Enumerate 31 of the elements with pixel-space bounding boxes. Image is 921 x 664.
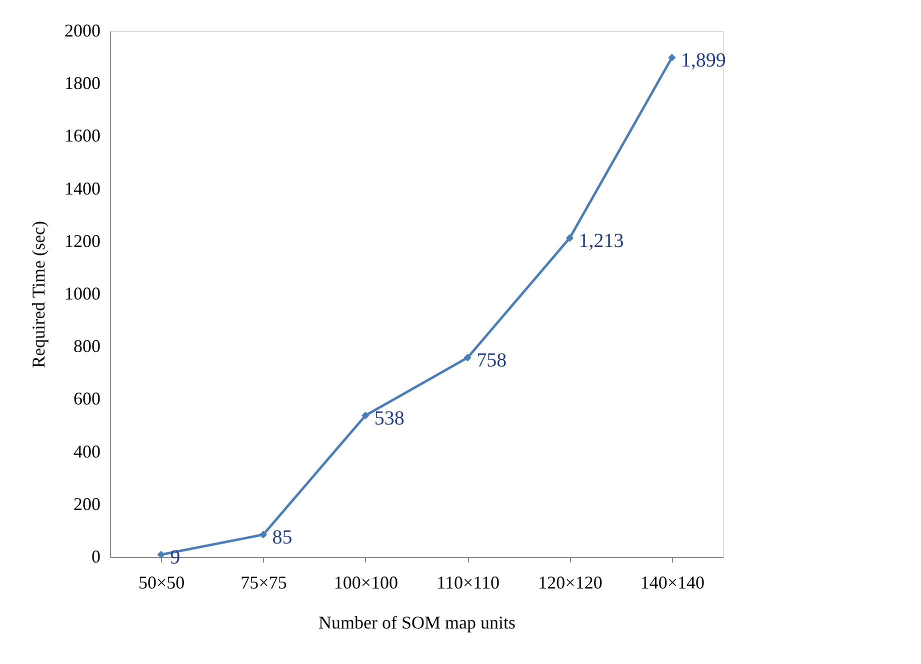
x-tick-label: 120×120 xyxy=(538,572,602,592)
x-tick-label: 75×75 xyxy=(240,572,287,592)
y-tick-label: 800 xyxy=(74,336,100,356)
data-label: 538 xyxy=(374,408,404,430)
data-label: 9 xyxy=(170,546,180,569)
point xyxy=(157,550,165,559)
point xyxy=(464,354,472,362)
data-label: 1,213 xyxy=(578,230,624,252)
data-label: 85 xyxy=(272,526,292,549)
y-tick-label: 600 xyxy=(74,388,100,409)
y-tick-label: 1600 xyxy=(64,126,100,146)
point xyxy=(259,530,268,539)
x-axis-title: Number of SOM map units xyxy=(318,612,516,632)
y-tick-label: 0 xyxy=(92,546,100,566)
data-label: 1,899 xyxy=(680,50,726,72)
point xyxy=(362,412,370,420)
data-label: 758 xyxy=(476,350,507,372)
y-tick-label: 1200 xyxy=(64,230,100,251)
x-tick-label: 100×100 xyxy=(334,572,398,592)
y-tick-label: 2000 xyxy=(64,20,100,40)
y-tick-label: 200 xyxy=(74,494,100,514)
y-tick-label: 1400 xyxy=(64,178,100,198)
x-tick-label: 110×110 xyxy=(436,572,500,592)
point xyxy=(566,234,574,242)
y-tick-label: 400 xyxy=(74,441,100,462)
x-tick-label: 50×50 xyxy=(138,572,185,592)
point xyxy=(668,54,676,62)
x-tick-label: 140×140 xyxy=(640,572,704,592)
y-axis-title: Required Time (sec) xyxy=(28,221,48,368)
y-tick-label: 1800 xyxy=(64,73,100,94)
y-tick-label: 1000 xyxy=(64,284,100,304)
